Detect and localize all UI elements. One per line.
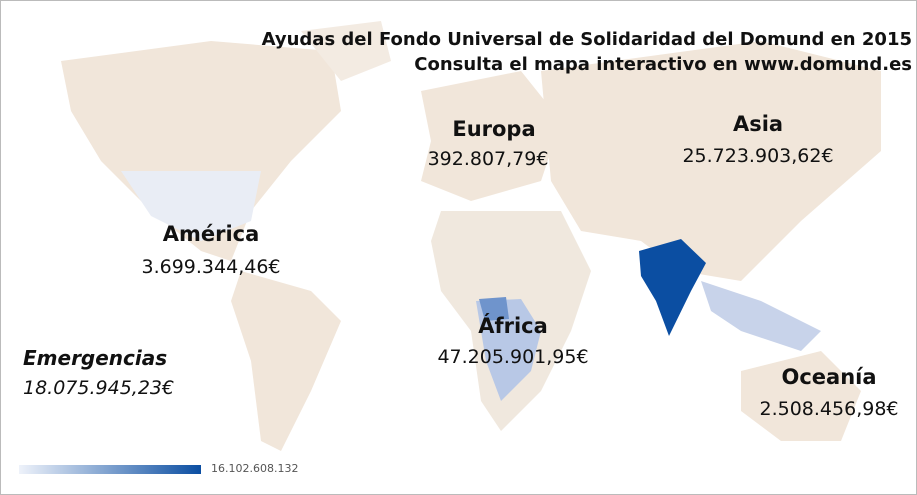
subtitle: Consulta el mapa interactivo en www.domu… <box>414 54 912 75</box>
greenland <box>301 21 391 81</box>
region-name: Oceanía <box>781 365 877 389</box>
asia <box>541 41 881 281</box>
region-name: Emergencias <box>23 346 168 370</box>
region-amount: 18.075.945,23€ <box>23 377 175 399</box>
legend-label: 16.102.608.132 <box>211 462 299 475</box>
region-amount: 3.699.344,46€ <box>141 256 281 278</box>
europe <box>421 71 561 201</box>
india <box>639 239 706 336</box>
south-america <box>231 271 341 451</box>
region-name: Asia <box>732 112 784 136</box>
region-name: África <box>478 314 548 338</box>
legend-gradient <box>19 465 201 474</box>
region-name: América <box>162 222 260 246</box>
africa-aid <box>476 299 541 401</box>
region-amount: 392.807,79€ <box>427 148 549 170</box>
north-america <box>61 41 341 261</box>
region-amount: 25.723.903,62€ <box>682 145 834 167</box>
usa <box>121 171 261 241</box>
australia <box>741 351 861 441</box>
nigeria <box>479 297 509 321</box>
region-amount: 2.508.456,98€ <box>759 398 899 420</box>
title: Ayudas del Fondo Universal de Solidarida… <box>261 29 912 50</box>
region-name: Europa <box>452 117 536 141</box>
region-amount: 47.205.901,95€ <box>437 346 589 368</box>
southeast-asia <box>701 281 821 351</box>
